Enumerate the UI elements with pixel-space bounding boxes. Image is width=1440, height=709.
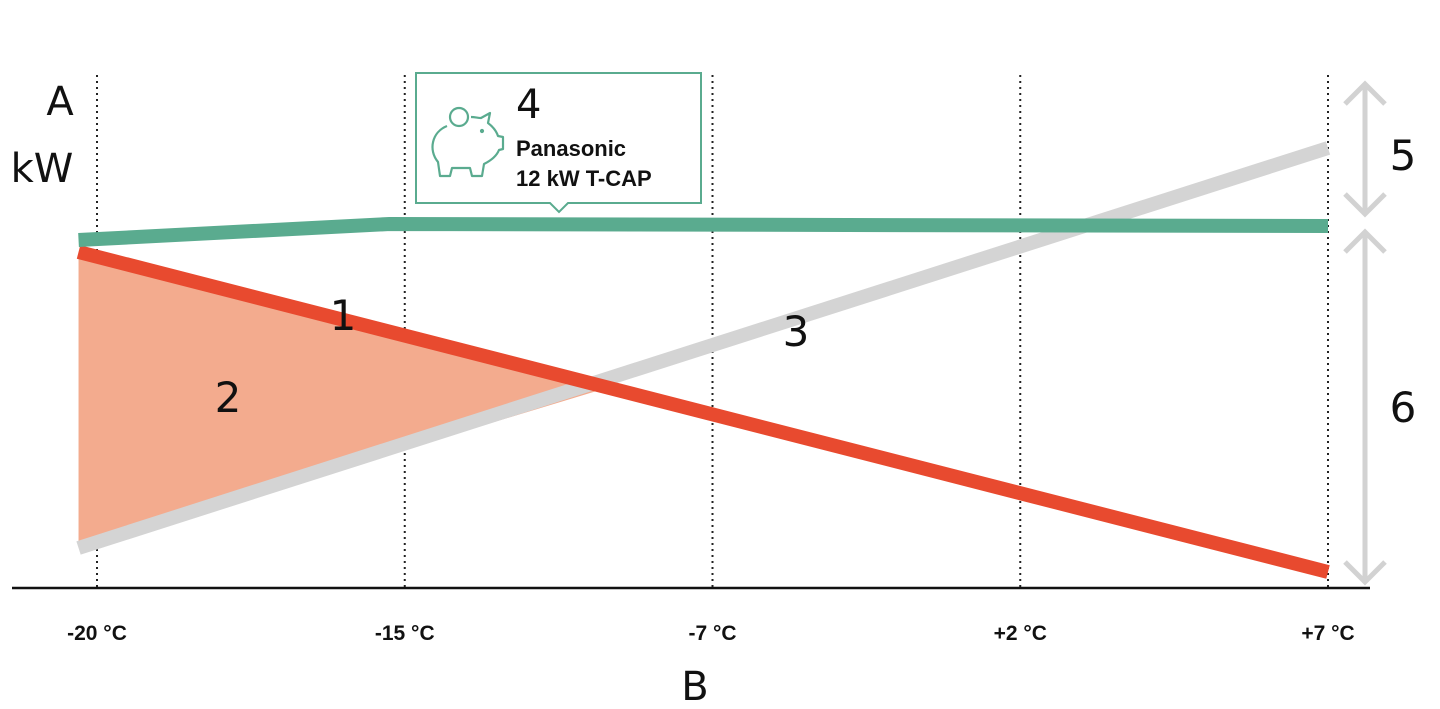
annotation-5: 5 xyxy=(1390,131,1417,180)
series-line-heat-pump-capacity xyxy=(78,216,1329,247)
x-axis-label: B xyxy=(681,664,708,709)
y-axis-letter: A xyxy=(46,79,74,125)
x-tick-label: -20 °C xyxy=(67,622,127,645)
range-arrow-5 xyxy=(1343,80,1387,218)
series-lines xyxy=(76,141,1331,579)
x-tick-labels: -20 °C -15 °C -7 °C +2 °C +7 °C xyxy=(67,622,1355,645)
x-tick-label: +2 °C xyxy=(994,622,1047,645)
annotation-2: 2 xyxy=(215,373,242,422)
x-tick-label: +7 °C xyxy=(1301,622,1354,645)
shaded-area-2 xyxy=(78,252,608,548)
series-line-1 xyxy=(76,245,1330,579)
callout-line1: Panasonic xyxy=(516,136,626,161)
piggy-bank-icon xyxy=(431,106,505,178)
annotation-3: 3 xyxy=(783,307,810,356)
x-tick-label: -15 °C xyxy=(375,622,435,645)
range-arrow-6 xyxy=(1343,228,1387,586)
annotation-1: 1 xyxy=(330,291,357,340)
annotation-6: 6 xyxy=(1390,383,1417,432)
callout-line2: 12 kW T-CAP xyxy=(516,166,652,191)
series-line-3 xyxy=(76,141,1331,555)
callout-box: 4 Panasonic 12 kW T-CAP xyxy=(415,72,702,214)
x-tick-label: -7 °C xyxy=(688,622,736,645)
callout-number: 4 xyxy=(516,82,541,128)
y-axis-unit: kW xyxy=(11,146,74,192)
